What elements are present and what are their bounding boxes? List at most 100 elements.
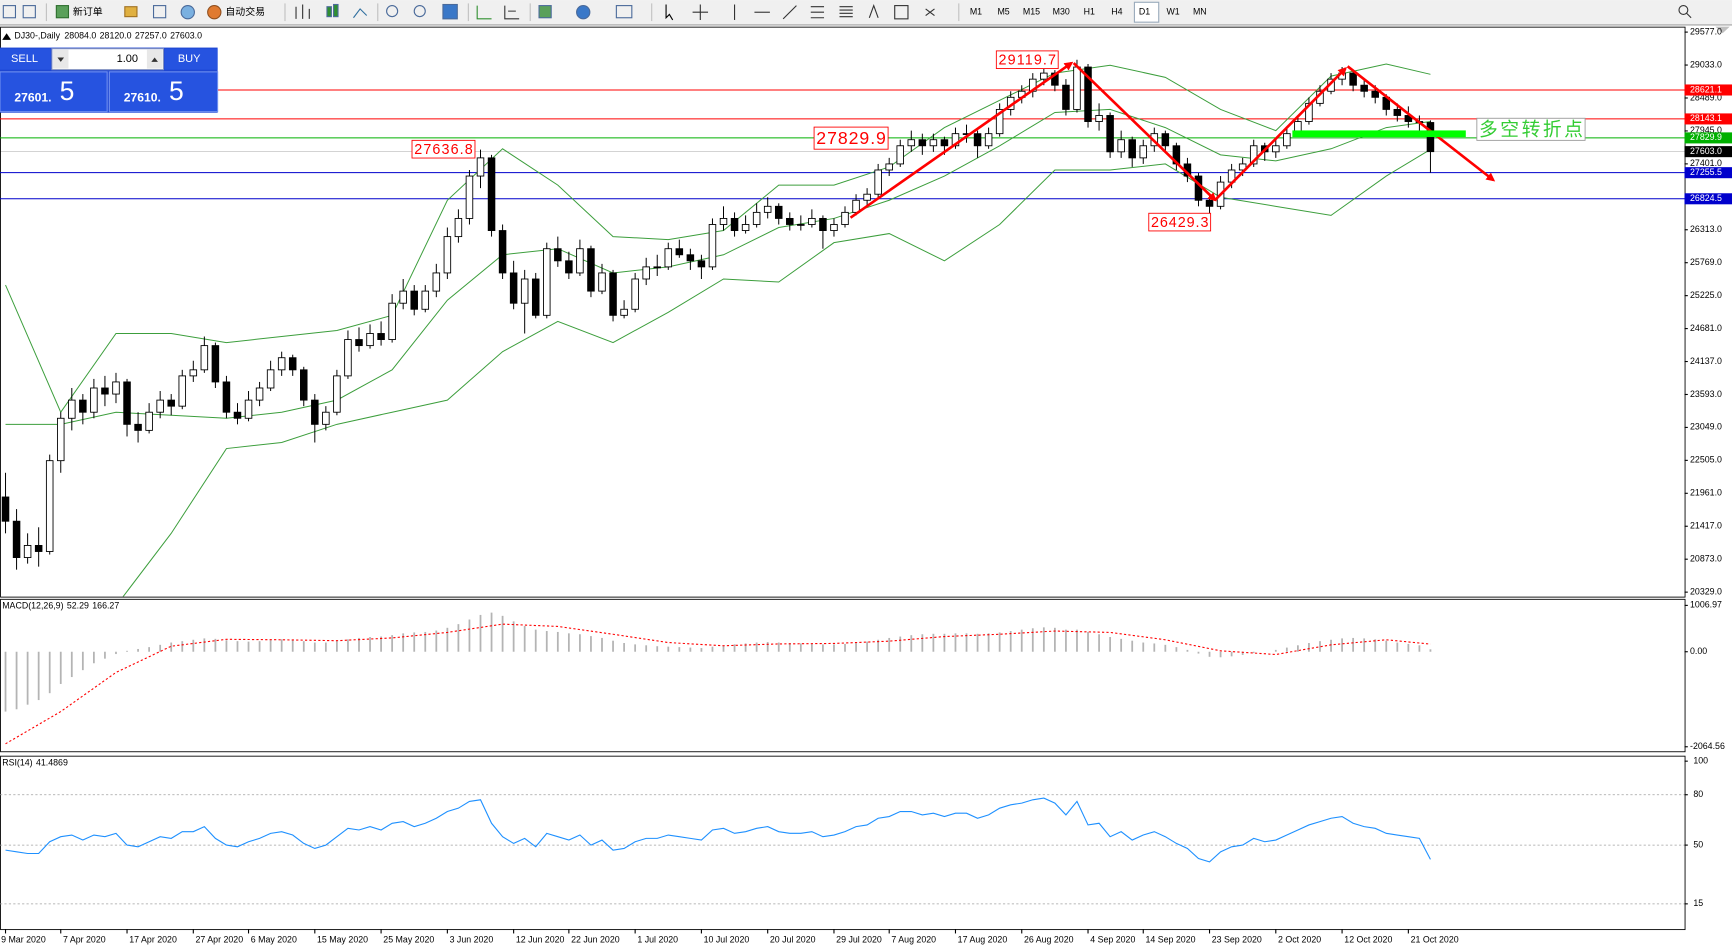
timeframe-button[interactable]: M30: [1053, 7, 1070, 17]
candle-body: [123, 381, 131, 425]
icon[interactable]: [692, 4, 709, 20]
icon[interactable]: [504, 5, 520, 20]
icon[interactable]: [576, 5, 591, 20]
icon[interactable]: [22, 5, 36, 19]
macd-bar: [380, 636, 382, 652]
icon[interactable]: [665, 4, 674, 21]
trade-panel: SELL 1.00 BUY 27601. 5 27610. 5: [0, 47, 219, 113]
icon[interactable]: [152, 5, 167, 19]
icon[interactable]: [868, 3, 879, 18]
icon[interactable]: [476, 5, 492, 20]
macd-bar: [1330, 639, 1332, 652]
candle-body: [1161, 133, 1170, 147]
macd-bar: [1076, 629, 1078, 652]
candle-body: [476, 157, 485, 177]
candle-body: [841, 211, 849, 225]
icon[interactable]: [207, 5, 222, 20]
macd-bar: [810, 643, 813, 652]
price-plot: [0, 59, 1685, 597]
y-tick-label: 50: [1693, 839, 1703, 849]
candle-body: [200, 345, 209, 371]
new-order-button[interactable]: 新订单: [73, 5, 103, 18]
macd-bar: [1065, 629, 1067, 652]
macd-bar: [137, 648, 139, 652]
icon[interactable]: [413, 5, 426, 18]
candle-body: [984, 133, 993, 147]
macd-bar: [236, 641, 239, 652]
icon[interactable]: [615, 5, 633, 19]
icon[interactable]: [333, 3, 339, 18]
candle-body: [23, 545, 32, 559]
icon[interactable]: [1678, 5, 1689, 15]
macd-bar: [369, 637, 371, 652]
buy-price-box[interactable]: [108, 71, 219, 113]
icon[interactable]: [386, 5, 399, 18]
icon[interactable]: [925, 8, 935, 16]
timeframe-button[interactable]: M1: [970, 7, 982, 17]
candle-body: [642, 266, 650, 280]
icon[interactable]: [442, 3, 458, 20]
y-tick-label: 24681.0: [1690, 323, 1722, 333]
macd-bar: [667, 646, 670, 652]
candle-body: [675, 248, 684, 256]
buy-label[interactable]: BUY: [178, 53, 201, 65]
icon[interactable]: [295, 4, 310, 19]
icon[interactable]: [538, 5, 552, 19]
icon[interactable]: [782, 5, 797, 20]
auto-trading-button[interactable]: 自动交易: [225, 5, 265, 18]
icon[interactable]: [810, 6, 825, 19]
macd-bar: [965, 633, 968, 652]
icon[interactable]: [124, 6, 138, 18]
macd-bar: [877, 639, 880, 652]
macd-bar: [1098, 634, 1100, 652]
candle-body: [1426, 122, 1435, 153]
macd-bar: [15, 651, 18, 710]
candle-body: [344, 339, 352, 377]
icon[interactable]: [55, 5, 70, 19]
macd-bar: [1131, 640, 1134, 652]
macd-bar: [1164, 644, 1167, 652]
macd-bar: [358, 637, 360, 652]
candle-body: [907, 139, 916, 147]
sell-label[interactable]: SELL: [11, 53, 38, 65]
macd-plot: [4, 612, 1432, 745]
sell-price-box[interactable]: [0, 71, 108, 113]
macd-bar: [424, 631, 427, 652]
x-tick-label: 21 Oct 2020: [1411, 934, 1459, 944]
lot-input[interactable]: [51, 48, 165, 71]
lot-value[interactable]: 1.00: [117, 53, 138, 65]
candle-body: [1272, 145, 1280, 153]
candle-body: [1139, 145, 1148, 159]
icon[interactable]: [326, 6, 332, 18]
timeframe-button[interactable]: H1: [1084, 7, 1095, 17]
macd-bar: [324, 642, 327, 652]
icon[interactable]: [2, 5, 17, 19]
macd-bar: [976, 633, 979, 652]
timeframe-button[interactable]: H4: [1111, 7, 1122, 17]
icon[interactable]: [180, 5, 195, 20]
candle-body: [565, 260, 573, 274]
candle-body: [388, 302, 396, 340]
timeframe-button[interactable]: MN: [1193, 7, 1207, 17]
timeframe-button[interactable]: D1: [1139, 7, 1150, 17]
trend-arrow: [849, 61, 1074, 219]
buy-button[interactable]: [164, 48, 218, 70]
macd-bar: [833, 644, 835, 652]
timeframe-bar: M1 M5 M15 M30 H1 H4 D1 W1 MN: [970, 1, 1207, 23]
icon[interactable]: [839, 6, 853, 18]
macd-bar: [943, 633, 946, 652]
timeframe-button[interactable]: M5: [997, 7, 1009, 17]
candle-body: [112, 381, 120, 395]
macd-bar: [1418, 645, 1421, 652]
candle-body: [399, 290, 407, 304]
icon[interactable]: [894, 5, 909, 20]
icon[interactable]: [353, 8, 368, 19]
candle-body: [874, 169, 882, 195]
timeframe-button[interactable]: M15: [1023, 7, 1040, 17]
candle-body: [1283, 133, 1291, 147]
timeframe-button[interactable]: W1: [1166, 7, 1179, 17]
candle-body: [322, 411, 330, 425]
sell-button[interactable]: [0, 48, 51, 70]
macd-bar: [247, 641, 250, 652]
macd-bar: [1385, 640, 1388, 652]
